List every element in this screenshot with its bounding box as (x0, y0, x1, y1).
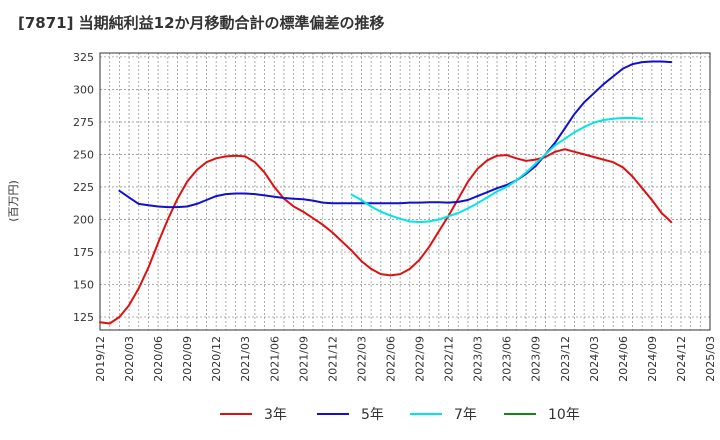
x-tick-label: 2020/12 (210, 336, 223, 382)
series-line (350, 117, 644, 224)
legend-label: 5年 (361, 407, 384, 423)
y-tick-label: 200 (73, 213, 94, 226)
y-tick-label: 175 (73, 246, 94, 259)
x-tick-label: 2021/09 (297, 336, 310, 382)
y-tick-label: 275 (73, 116, 94, 129)
x-tick-label: 2022/03 (355, 336, 368, 382)
x-tick-label: 2022/06 (384, 336, 397, 382)
y-tick-label: 250 (73, 148, 94, 161)
chart-title: [7871] 当期純利益12か月移動合計の標準偏差の推移 (18, 14, 385, 32)
x-tick-label: 2021/12 (326, 336, 339, 382)
y-tick-label: 225 (73, 181, 94, 194)
x-tick-label: 2023/06 (501, 336, 514, 382)
legend: 3年 5年 7年 10年 (220, 407, 580, 423)
x-tick-label: 2022/12 (443, 336, 456, 382)
x-tick-label: 2025/03 (704, 336, 717, 382)
x-tick-label: 2023/12 (559, 336, 572, 382)
y-axis-label: (百万円) (7, 180, 20, 222)
x-tick-label: 2019/12 (94, 336, 107, 382)
x-tick-label: 2024/03 (588, 336, 601, 382)
x-tick-label: 2020/06 (152, 336, 165, 382)
legend-label: 3年 (264, 407, 287, 423)
series-line (118, 60, 673, 209)
x-tick-label: 2024/09 (646, 336, 659, 382)
y-tick-label: 300 (73, 83, 94, 96)
plot-frame (99, 52, 711, 331)
x-tick-label: 2023/09 (530, 336, 543, 382)
legend-label: 10年 (548, 407, 580, 423)
x-tick-label: 2021/03 (239, 336, 252, 382)
plot-background (100, 53, 710, 330)
y-tick-label: 325 (73, 51, 94, 64)
series-line (99, 148, 673, 325)
y-tick-label: 150 (73, 278, 94, 291)
y-axis-ticks: 125 150 175 200 225 250 275 300 325 (73, 51, 94, 324)
x-tick-label: 2024/06 (617, 336, 630, 382)
y-tick-label: 125 (73, 311, 94, 324)
x-tick-label: 2023/03 (472, 336, 485, 382)
x-tick-label: 2024/12 (675, 336, 688, 382)
x-tick-label: 2022/09 (414, 336, 427, 382)
x-tick-label: 2021/06 (268, 336, 281, 382)
legend-label: 7年 (454, 407, 477, 423)
x-axis-ticks: 2019/12 2020/03 2020/06 2020/09 2020/12 2021/… (94, 336, 717, 382)
x-tick-label: 2020/09 (181, 336, 194, 382)
series-lines (99, 60, 673, 325)
x-tick-label: 2020/03 (123, 336, 136, 382)
